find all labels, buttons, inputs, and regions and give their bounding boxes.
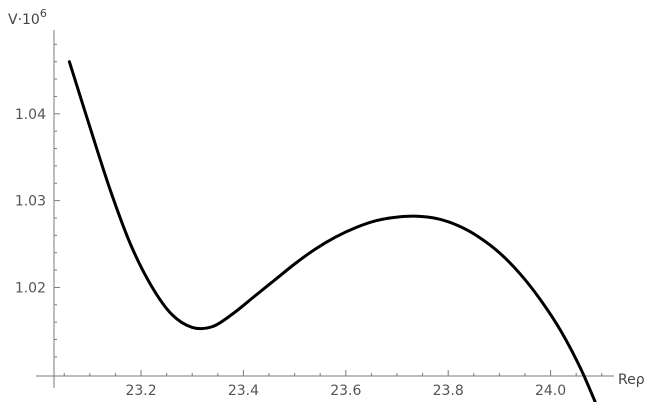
y-axis-label-base: V·10 xyxy=(8,12,40,28)
data-point xyxy=(375,219,378,222)
data-point xyxy=(580,368,583,371)
data-point xyxy=(191,326,194,329)
data-point xyxy=(539,298,542,301)
series-points xyxy=(68,60,603,402)
x-tick-label: 23.6 xyxy=(330,383,361,399)
data-point xyxy=(559,329,562,332)
data-point xyxy=(109,189,112,192)
y-axis-label: V·106 xyxy=(8,7,47,28)
data-point xyxy=(416,215,419,218)
data-point xyxy=(436,217,439,220)
x-ticks: 23.2 23.4 23.6 23.8 24.0 xyxy=(63,370,603,399)
data-point xyxy=(518,272,521,275)
x-tick-label: 24.0 xyxy=(535,383,566,399)
data-point xyxy=(293,263,296,266)
data-point xyxy=(334,236,337,239)
data-point xyxy=(129,243,132,246)
data-point xyxy=(232,312,235,315)
data-point xyxy=(252,295,255,298)
data-point xyxy=(273,279,276,282)
data-point xyxy=(355,226,358,229)
data-point xyxy=(395,216,398,219)
x-axis-label: Reρ xyxy=(618,372,645,388)
data-point xyxy=(457,224,460,227)
y-ticks: 1.02 1.03 1.04 xyxy=(15,43,60,358)
y-axis-label-exponent: 6 xyxy=(40,7,47,20)
y-tick-label: 1.03 xyxy=(15,194,46,210)
series-line xyxy=(67,60,597,402)
data-point xyxy=(150,284,153,287)
axes xyxy=(36,30,614,388)
data-point xyxy=(170,313,173,316)
x-tick-label: 23.4 xyxy=(228,383,259,399)
x-tick-label: 23.8 xyxy=(433,383,464,399)
data-point xyxy=(68,60,71,63)
data-point xyxy=(498,251,501,254)
data-point xyxy=(211,325,214,328)
x-tick-label: 23.2 xyxy=(125,383,156,399)
data-point xyxy=(314,248,317,251)
y-tick-label: 1.04 xyxy=(15,107,46,123)
data-point xyxy=(88,125,91,128)
data-point xyxy=(477,236,480,239)
y-tick-label: 1.02 xyxy=(15,280,46,296)
